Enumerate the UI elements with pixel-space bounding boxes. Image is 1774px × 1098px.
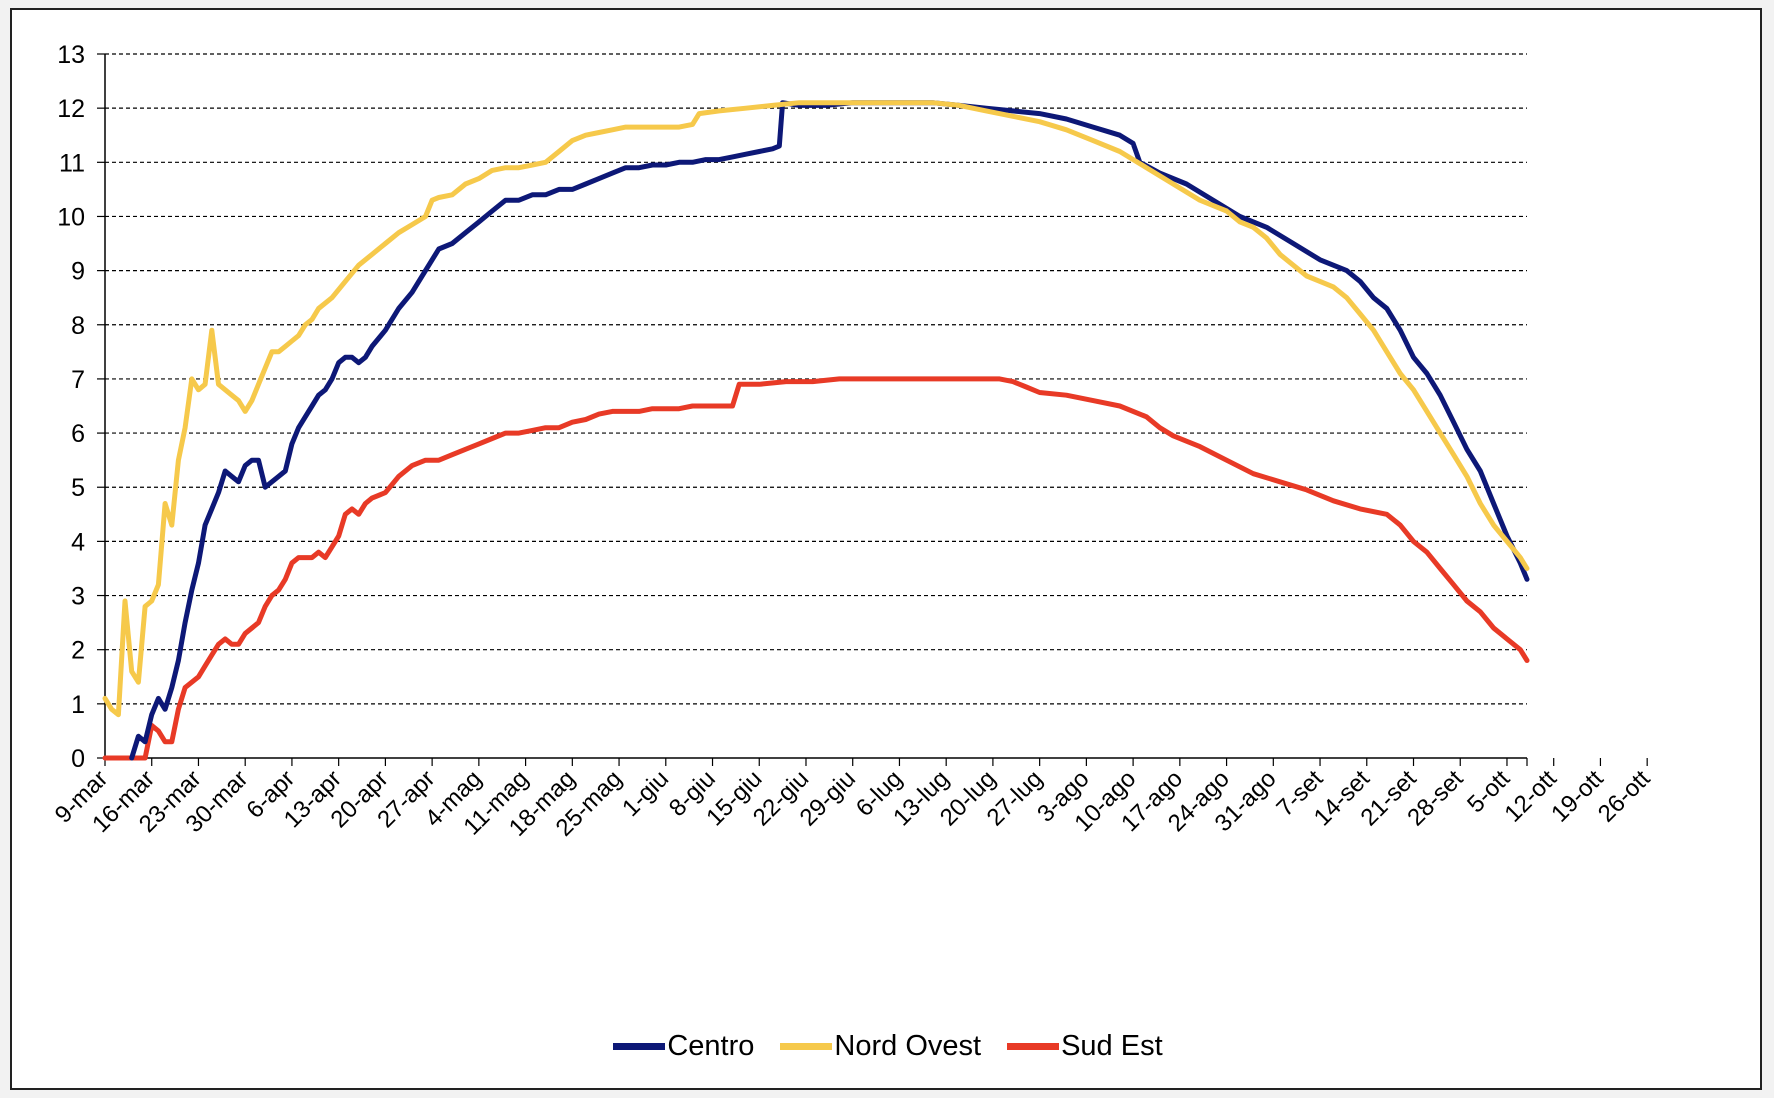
- y-tick-label: 6: [71, 420, 85, 448]
- legend-item-centro: Centro: [613, 1030, 754, 1063]
- chart-frame: 0 1 2 3 4 5 6 7 8 9 10 11 12 13 9-mar 16-mar 23-mar 30-m…: [10, 8, 1762, 1090]
- y-tick-label: 12: [57, 95, 85, 123]
- y-tick-label: 5: [71, 474, 85, 502]
- x-tick-label: 1-giu: [617, 765, 674, 822]
- y-tick-label: 8: [71, 312, 85, 340]
- y-tick-label: 9: [71, 258, 85, 286]
- series-line-sud-est: [102, 376, 1530, 761]
- y-tick-label: 0: [71, 745, 85, 773]
- x-tick-label: 12-ott: [1499, 765, 1562, 828]
- y-tick-label: 10: [57, 203, 85, 231]
- series-lines: [102, 100, 1530, 761]
- legend-item-sud-est: Sud Est: [1007, 1030, 1163, 1063]
- y-tick-label: 13: [57, 41, 85, 69]
- legend-label-sud-est: Sud Est: [1061, 1030, 1163, 1062]
- y-tick-label: 3: [71, 583, 85, 611]
- legend-swatch-centro: [613, 1043, 666, 1050]
- series-line-centro: [129, 100, 1530, 761]
- legend-label-centro: Centro: [667, 1030, 755, 1062]
- x-tick-label: 19-ott: [1546, 765, 1609, 828]
- y-tick-label: 1: [71, 691, 85, 719]
- y-tick-label: 11: [59, 149, 85, 177]
- legend: Centro Nord Ovest Sud Est: [12, 1030, 1764, 1063]
- series-line-nord-ovest: [102, 100, 1530, 718]
- legend-swatch-nord-ovest: [780, 1043, 833, 1050]
- axes: [104, 54, 1527, 759]
- legend-label-nord-ovest: Nord Ovest: [834, 1030, 982, 1062]
- x-axis-ticks: 9-mar16-mar23-mar30-mar6-apr13-apr20-apr…: [50, 758, 1656, 842]
- legend-item-nord-ovest: Nord Ovest: [780, 1030, 981, 1063]
- y-tick-label: 2: [71, 637, 85, 665]
- x-tick-label: 26-ott: [1593, 765, 1656, 828]
- legend-swatch-sud-est: [1007, 1043, 1060, 1050]
- y-tick-label: 7: [71, 366, 85, 394]
- y-tick-label: 4: [71, 528, 85, 556]
